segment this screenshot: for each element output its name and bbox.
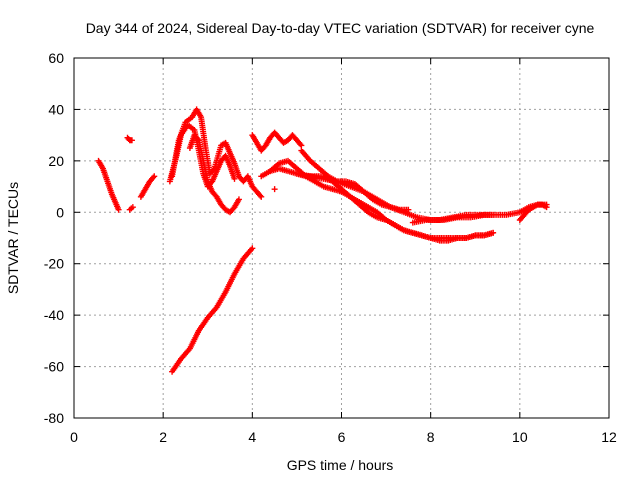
- series-arc-2: [124, 134, 135, 144]
- chart-title: Day 344 of 2024, Sidereal Day-to-day VTE…: [86, 20, 595, 36]
- series-isolated: [271, 186, 278, 193]
- x-tick-label: 12: [601, 429, 617, 445]
- x-axis-label: GPS time / hours: [287, 457, 394, 473]
- data-point: [298, 142, 305, 149]
- data-point: [258, 193, 265, 200]
- series-arc-4: [137, 173, 158, 200]
- series-arc-8: [169, 245, 256, 375]
- series-arc-7: [186, 132, 242, 216]
- x-tick-label: 0: [70, 429, 78, 445]
- y-tick-label: -20: [44, 256, 64, 272]
- x-tick-label: 6: [338, 429, 346, 445]
- data-point: [151, 173, 158, 180]
- x-tick-label: 10: [512, 429, 528, 445]
- data-point: [231, 175, 238, 182]
- x-tick-label: 4: [248, 429, 256, 445]
- y-tick-label: 40: [48, 101, 64, 117]
- data-point: [249, 245, 256, 252]
- data-point: [543, 204, 550, 211]
- y-tick-label: -60: [44, 359, 64, 375]
- y-tick-label: -80: [44, 410, 64, 426]
- y-tick-label: 0: [56, 204, 64, 220]
- series-arc-6: [169, 106, 265, 200]
- data-point: [210, 166, 217, 173]
- data-point: [257, 192, 264, 199]
- series-arc-9: [249, 129, 305, 154]
- y-tick-label: -40: [44, 307, 64, 323]
- series-arc-15: [516, 201, 550, 223]
- series-arc-1: [95, 157, 122, 213]
- data-point: [194, 136, 201, 142]
- data-point: [490, 229, 497, 236]
- y-tick-label: 20: [48, 153, 64, 169]
- series-arc-3: [126, 204, 136, 213]
- data-point: [297, 141, 304, 148]
- data-point: [150, 174, 157, 181]
- data-point: [115, 206, 122, 213]
- y-tick-label: 60: [48, 50, 64, 66]
- data-point: [271, 186, 278, 193]
- x-tick-label: 8: [427, 429, 435, 445]
- x-tick-label: 2: [159, 429, 167, 445]
- data-point: [128, 137, 135, 144]
- y-axis-label: SDTVAR / TECUs: [5, 182, 21, 294]
- axis-ticks: 0 2 4 6 8 10 12 -80 -60 -40 -20 0 20 40 60: [44, 50, 617, 445]
- data-point: [129, 204, 136, 211]
- data-marks: [95, 106, 550, 375]
- data-point: [235, 196, 242, 203]
